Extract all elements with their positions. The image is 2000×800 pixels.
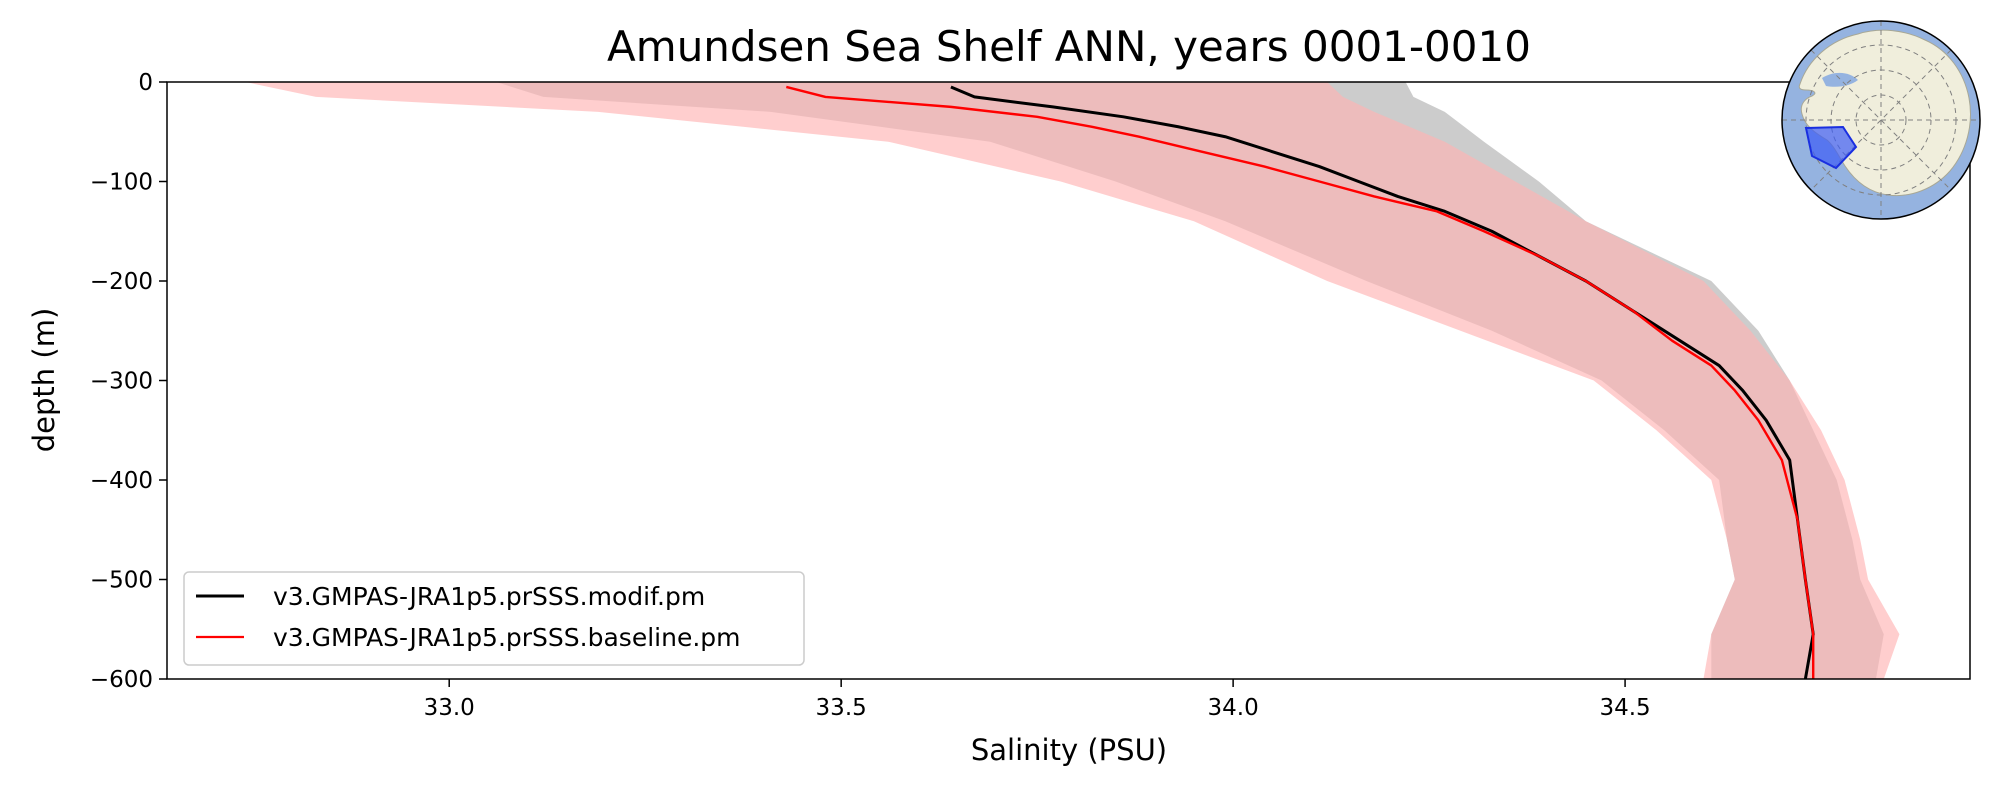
x-tick-label: 33.0	[424, 695, 475, 721]
y-tick-label: 0	[138, 70, 153, 96]
series-lines	[785, 85, 1815, 679]
chart-title: Amundsen Sea Shelf ANN, years 0001-0010	[607, 22, 1531, 71]
y-tick-label: −100	[90, 170, 153, 196]
y-axis-label: depth (m)	[27, 308, 61, 453]
globe-outline	[1781, 20, 1981, 220]
amundsen-region-highlight	[1804, 125, 1858, 170]
x-axis-label: Salinity (PSU)	[971, 733, 1167, 767]
x-tick-label: 34.5	[1599, 695, 1650, 721]
legend-label-modif: v3.GMPAS-JRA1p5.prSSS.modif.pm	[273, 582, 705, 611]
y-tick-label: −200	[90, 269, 153, 295]
line-baseline	[785, 85, 1815, 679]
x-tick-label: 34.0	[1208, 695, 1259, 721]
line-modif	[950, 85, 1815, 679]
y-tick-label: −500	[90, 568, 153, 594]
x-tick-label: 33.5	[816, 695, 867, 721]
legend-box	[183, 571, 805, 666]
ice-shelf-detail	[1822, 72, 1858, 87]
antarctica-inset-map-icon	[1781, 20, 1981, 220]
legend: v3.GMPAS-JRA1p5.prSSS.modif.pm v3.GMPAS-…	[183, 571, 805, 666]
legend-label-baseline: v3.GMPAS-JRA1p5.prSSS.baseline.pm	[273, 623, 741, 652]
y-axis-ticks: 0 −100 −200 −300 −400 −500 −600	[90, 70, 167, 693]
y-tick-label: −600	[90, 667, 153, 693]
y-tick-label: −300	[90, 369, 153, 395]
y-tick-label: −400	[90, 468, 153, 494]
x-axis-ticks: 33.0 33.5 34.0 34.5	[424, 679, 1651, 721]
